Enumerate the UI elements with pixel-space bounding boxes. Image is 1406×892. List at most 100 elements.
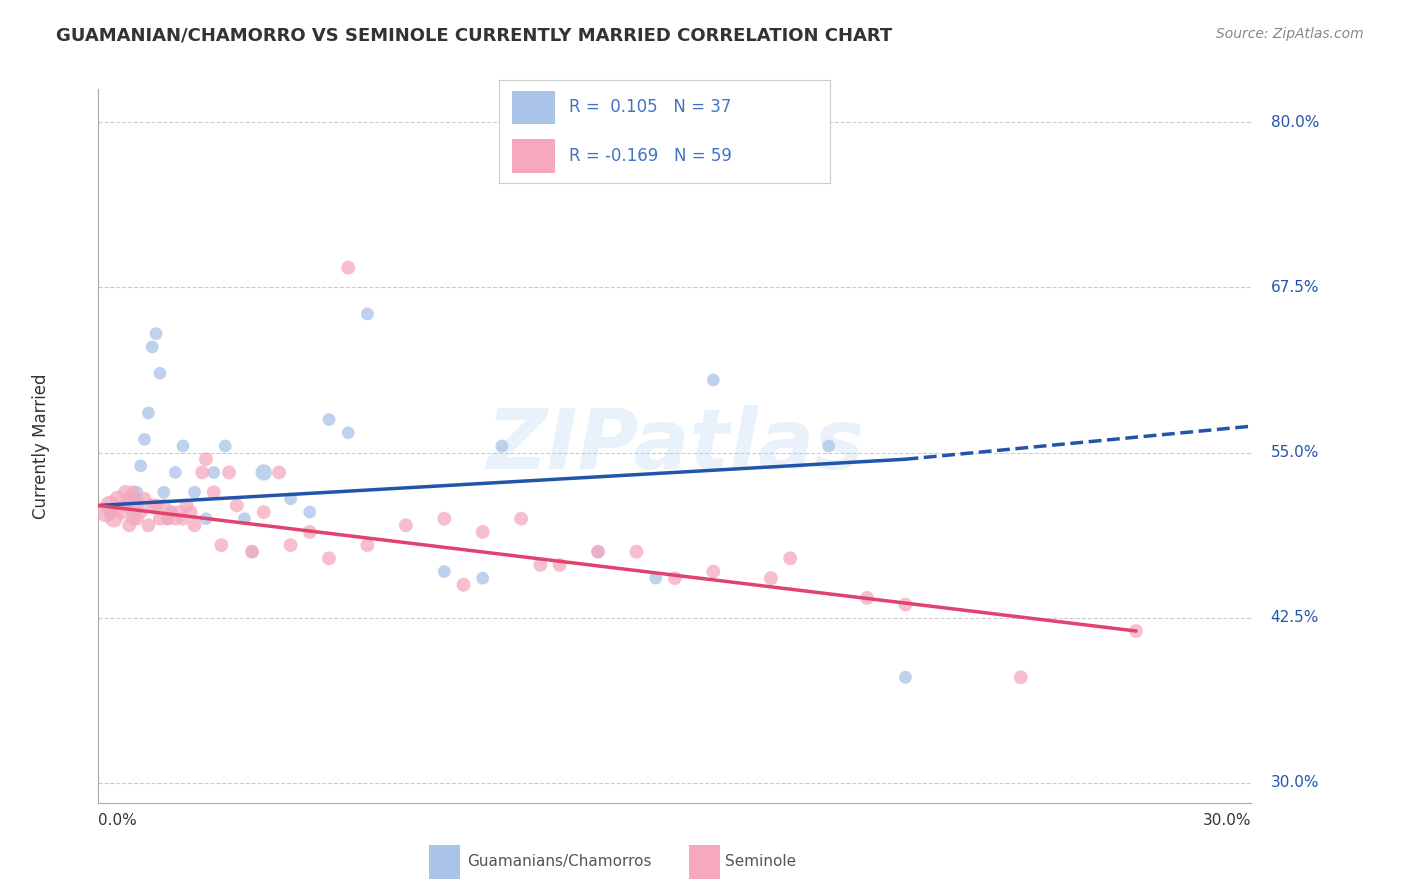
Point: [122, 511, 145, 525]
Point: [134, 433, 156, 447]
Point: [267, 466, 290, 480]
Point: [233, 511, 256, 525]
Point: [114, 499, 136, 513]
Text: 67.5%: 67.5%: [1271, 280, 1319, 295]
Point: [586, 545, 609, 559]
Point: [202, 466, 225, 480]
Text: 30.0%: 30.0%: [1271, 775, 1319, 790]
Point: [240, 545, 263, 559]
Point: [114, 485, 136, 500]
Text: Currently Married: Currently Married: [32, 373, 49, 519]
Point: [141, 340, 163, 354]
Point: [98, 499, 121, 513]
Point: [253, 505, 276, 519]
Point: [107, 491, 129, 506]
Point: [433, 511, 456, 525]
Point: [167, 505, 190, 519]
Point: [183, 485, 205, 500]
Point: [94, 505, 117, 519]
Point: [318, 551, 340, 566]
Point: [453, 578, 475, 592]
Point: [160, 505, 183, 519]
Point: [145, 499, 167, 513]
Point: [529, 558, 551, 572]
Point: [337, 425, 360, 440]
Point: [1010, 670, 1032, 684]
FancyBboxPatch shape: [512, 139, 555, 173]
Point: [103, 511, 125, 525]
Point: [471, 524, 494, 539]
Point: [118, 491, 141, 506]
Point: [779, 551, 801, 566]
Point: [156, 511, 179, 525]
Point: [145, 326, 167, 341]
Text: 55.0%: 55.0%: [1271, 445, 1319, 460]
Point: [152, 485, 174, 500]
Point: [125, 491, 148, 506]
Point: [125, 485, 148, 500]
Point: [98, 505, 121, 519]
Point: [225, 499, 247, 513]
Point: [138, 406, 160, 420]
Text: R =  0.105   N = 37: R = 0.105 N = 37: [568, 98, 731, 117]
Point: [152, 499, 174, 513]
Point: [894, 670, 917, 684]
Point: [209, 538, 232, 552]
Text: 42.5%: 42.5%: [1271, 610, 1319, 625]
Point: [253, 466, 276, 480]
Point: [356, 538, 378, 552]
Point: [626, 545, 648, 559]
Point: [817, 439, 839, 453]
Point: [395, 518, 418, 533]
Point: [160, 505, 183, 519]
Point: [548, 558, 571, 572]
Point: [702, 565, 724, 579]
Point: [122, 485, 145, 500]
Point: [202, 485, 225, 500]
Point: [114, 499, 136, 513]
Point: [165, 466, 187, 480]
FancyBboxPatch shape: [512, 91, 555, 124]
Point: [125, 499, 148, 513]
Point: [759, 571, 782, 585]
Text: 0.0%: 0.0%: [98, 814, 138, 829]
Point: [218, 466, 240, 480]
Point: [172, 439, 194, 453]
Point: [122, 505, 145, 519]
Point: [125, 511, 148, 525]
Point: [110, 505, 132, 519]
Text: ZIPatlas: ZIPatlas: [486, 406, 863, 486]
Point: [240, 545, 263, 559]
Point: [433, 565, 456, 579]
Point: [134, 491, 156, 506]
Point: [280, 491, 302, 506]
Point: [176, 499, 198, 513]
Point: [118, 491, 141, 506]
Point: [129, 458, 152, 473]
Point: [195, 452, 218, 467]
Text: 80.0%: 80.0%: [1271, 115, 1319, 129]
Text: 30.0%: 30.0%: [1204, 814, 1251, 829]
Point: [172, 511, 194, 525]
Point: [510, 511, 533, 525]
Text: Seminole: Seminole: [725, 855, 797, 869]
Point: [191, 466, 214, 480]
Point: [195, 511, 218, 525]
Point: [156, 511, 179, 525]
Point: [1125, 624, 1147, 638]
Point: [141, 499, 163, 513]
Point: [118, 518, 141, 533]
Point: [180, 505, 202, 519]
Point: [298, 524, 321, 539]
Point: [214, 439, 236, 453]
Point: [644, 571, 666, 585]
Point: [337, 260, 360, 275]
Text: R = -0.169   N = 59: R = -0.169 N = 59: [568, 146, 731, 165]
Text: Guamanians/Chamorros: Guamanians/Chamorros: [467, 855, 651, 869]
Point: [664, 571, 686, 585]
Point: [894, 598, 917, 612]
Point: [138, 518, 160, 533]
Point: [129, 505, 152, 519]
Point: [491, 439, 513, 453]
Point: [586, 545, 609, 559]
